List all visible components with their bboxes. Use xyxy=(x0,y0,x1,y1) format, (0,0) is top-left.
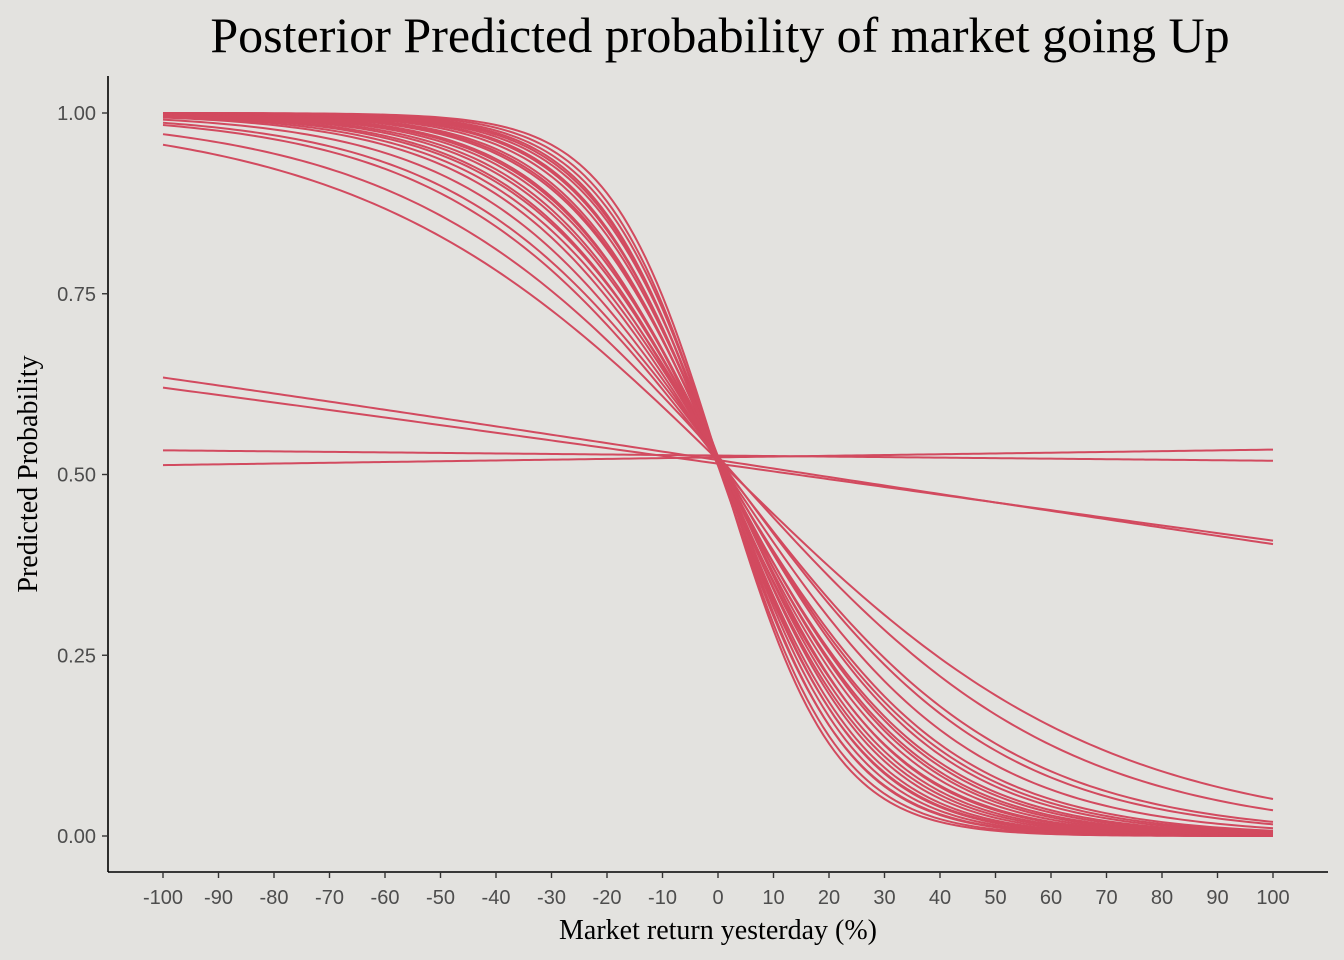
x-tick-label: -90 xyxy=(204,887,233,909)
y-axis-label: Predicted Probability xyxy=(13,355,44,592)
x-tick-label: 60 xyxy=(1040,887,1062,909)
posterior-curve-29 xyxy=(162,449,1274,462)
y-tick-label: 0.25 xyxy=(57,645,96,667)
x-tick-label: -50 xyxy=(426,887,455,909)
x-tick-label: 0 xyxy=(712,887,723,909)
posterior-curve-30 xyxy=(162,448,1274,467)
y-tick-label: 1.00 xyxy=(57,103,96,125)
x-tick-label: 20 xyxy=(818,887,840,909)
x-tick-label: 10 xyxy=(762,887,784,909)
posterior-curve-28 xyxy=(162,386,1274,542)
x-tick-label: 80 xyxy=(1151,887,1173,909)
posterior-curve-27 xyxy=(162,376,1274,546)
x-tick-label: 90 xyxy=(1206,887,1228,909)
y-tick-label: 0.50 xyxy=(57,465,96,487)
y-axis-ticks: 0.00 0.25 0.50 0.75 1.00 xyxy=(57,103,108,848)
x-tick-label: -70 xyxy=(315,887,344,909)
x-tick-label: 40 xyxy=(929,887,951,909)
x-tick-label: 70 xyxy=(1095,887,1117,909)
x-tick-label: -10 xyxy=(648,887,677,909)
x-tick-label: 30 xyxy=(873,887,895,909)
x-tick-label: -20 xyxy=(593,887,622,909)
x-tick-label: 50 xyxy=(984,887,1006,909)
x-tick-label: -30 xyxy=(537,887,566,909)
y-tick-label: 0.00 xyxy=(57,826,96,848)
x-tick-label: -40 xyxy=(482,887,511,909)
x-tick-label: 100 xyxy=(1256,887,1289,909)
y-tick-label: 0.75 xyxy=(57,284,96,306)
x-tick-label: -80 xyxy=(260,887,289,909)
x-tick-label: -100 xyxy=(143,887,183,909)
x-axis-label: Market return yesterday (%) xyxy=(559,915,877,946)
posterior-curves xyxy=(162,112,1274,837)
chart-title: Posterior Predicted probability of marke… xyxy=(210,7,1229,63)
x-axis-ticks: -100 -90 -80 -70 -60 -50 -40 -30 -20 -10 0 10 20 30 40… xyxy=(143,872,1290,909)
x-tick-label: -60 xyxy=(371,887,400,909)
